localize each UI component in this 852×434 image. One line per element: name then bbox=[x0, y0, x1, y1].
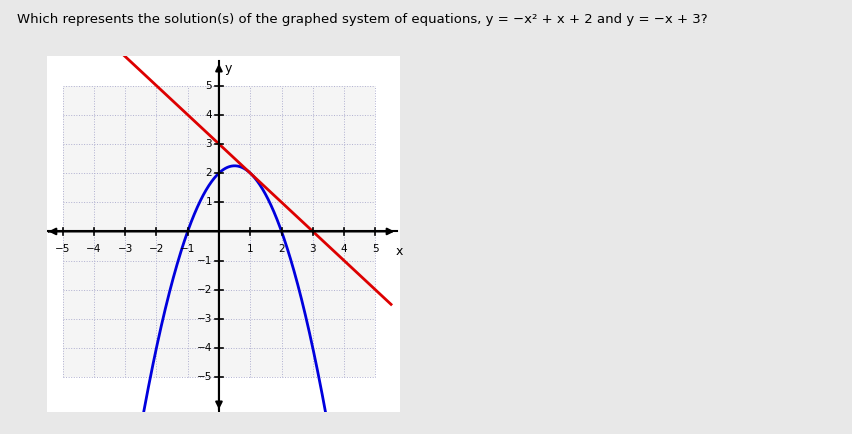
Text: y: y bbox=[225, 62, 232, 75]
Text: x: x bbox=[395, 245, 402, 257]
Text: 5: 5 bbox=[372, 244, 379, 254]
Text: 2: 2 bbox=[279, 244, 285, 254]
Text: −1: −1 bbox=[197, 256, 212, 266]
Text: 4: 4 bbox=[205, 110, 212, 120]
Text: 3: 3 bbox=[205, 139, 212, 149]
Text: −3: −3 bbox=[197, 314, 212, 324]
Text: −2: −2 bbox=[149, 244, 164, 254]
Text: 3: 3 bbox=[309, 244, 316, 254]
Text: 1: 1 bbox=[247, 244, 254, 254]
Text: −4: −4 bbox=[86, 244, 101, 254]
Text: −5: −5 bbox=[197, 372, 212, 382]
Text: −4: −4 bbox=[197, 343, 212, 353]
Text: 4: 4 bbox=[341, 244, 348, 254]
Text: Which represents the solution(s) of the graphed system of equations, y = −x² + x: Which represents the solution(s) of the … bbox=[17, 13, 708, 26]
Text: −5: −5 bbox=[55, 244, 70, 254]
Bar bbox=[62, 85, 376, 377]
Text: −2: −2 bbox=[197, 285, 212, 295]
Text: −3: −3 bbox=[118, 244, 133, 254]
Text: −1: −1 bbox=[180, 244, 195, 254]
Text: 5: 5 bbox=[205, 81, 212, 91]
Text: 2: 2 bbox=[205, 168, 212, 178]
Text: 1: 1 bbox=[205, 197, 212, 207]
